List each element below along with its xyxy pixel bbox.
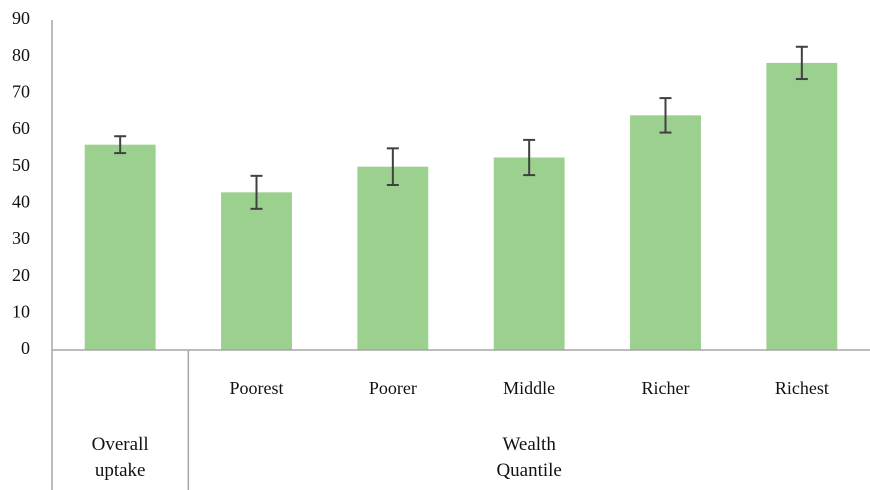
y-tick-label: 30 [12,228,30,248]
y-tick-label: 80 [12,45,30,65]
x-tick-label: Richer [642,378,690,398]
y-tick-label: 0 [21,338,30,358]
bar [766,62,838,351]
y-tick-label: 10 [12,301,30,321]
group-label: Wealth Quantile [496,434,562,481]
x-tick-label: Richest [775,378,829,398]
bar [84,144,156,350]
x-tick-label: Poorer [369,378,417,398]
bar [493,157,565,350]
x-tick-label: Poorest [230,378,284,398]
bar [221,192,292,350]
y-tick-label: 90 [12,8,30,28]
y-tick-label: 40 [12,191,30,211]
group-label: Overall uptake [91,434,149,481]
y-tick-label: 70 [12,81,30,101]
y-tick-label: 50 [12,155,30,175]
bar [357,166,429,350]
x-tick-label: Middle [503,378,555,398]
y-tick-label: 20 [12,265,30,285]
bar [630,115,701,350]
y-tick-label: 60 [12,118,30,138]
